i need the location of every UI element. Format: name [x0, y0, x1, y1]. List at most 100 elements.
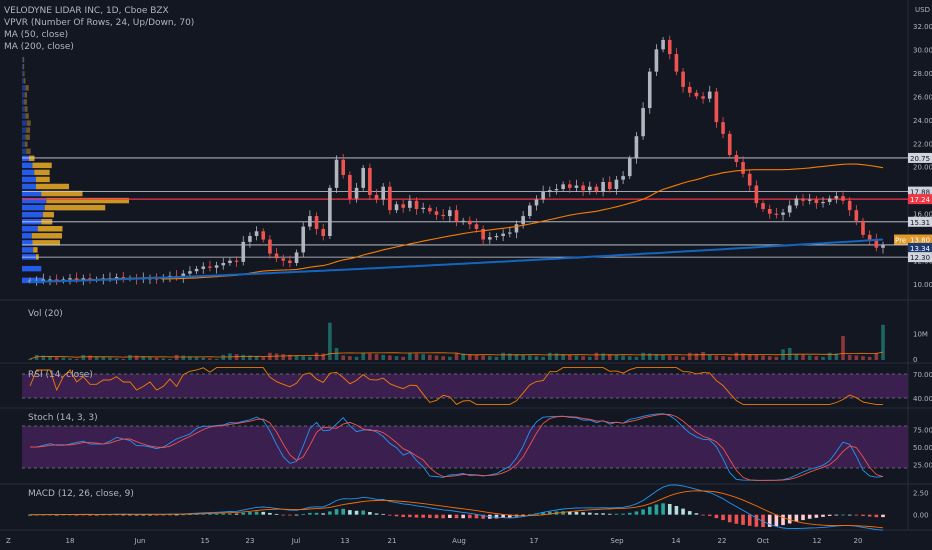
candle-body[interactable] [847, 200, 852, 211]
candle-body[interactable] [234, 260, 239, 262]
candle-body[interactable] [561, 184, 565, 190]
candle-body[interactable] [281, 258, 286, 261]
candle-body[interactable] [321, 228, 326, 236]
candle-body[interactable] [54, 279, 59, 281]
candle-body[interactable] [254, 231, 259, 236]
candle-body[interactable] [774, 213, 779, 215]
candle-body[interactable] [408, 200, 412, 208]
candle-body[interactable] [554, 189, 559, 191]
candle-body[interactable] [81, 278, 86, 280]
candle-body[interactable] [814, 199, 819, 204]
candle-body[interactable] [547, 190, 552, 192]
candle-body[interactable] [781, 212, 785, 215]
candle-body[interactable] [374, 194, 379, 200]
candle-body[interactable] [241, 241, 246, 262]
candle-body[interactable] [721, 122, 725, 134]
candle-body[interactable] [741, 162, 745, 174]
candle-body[interactable] [714, 91, 719, 123]
candle-body[interactable] [341, 159, 346, 175]
candle-body[interactable] [434, 211, 439, 215]
candle-body[interactable] [681, 71, 685, 87]
candle-body[interactable] [214, 265, 219, 268]
candle-body[interactable] [48, 279, 52, 281]
candle-body[interactable] [667, 39, 672, 55]
candle-body[interactable] [634, 136, 639, 159]
candle-body[interactable] [468, 220, 472, 225]
candle-body[interactable] [661, 39, 665, 50]
candle-body[interactable] [41, 279, 46, 281]
candle-body[interactable] [201, 266, 206, 269]
candle-body[interactable] [381, 186, 385, 200]
candle-body[interactable] [807, 199, 812, 201]
candle-body[interactable] [861, 220, 865, 235]
candle-body[interactable] [68, 278, 72, 280]
candle-body[interactable] [534, 199, 539, 206]
candle-body[interactable] [481, 228, 485, 240]
vpvr-legend[interactable]: VPVR (Number Of Rows, 24, Up/Down, 70) [4, 18, 195, 28]
candle-body[interactable] [528, 205, 532, 217]
candle-body[interactable] [594, 186, 599, 192]
candle-body[interactable] [274, 253, 279, 259]
candle-body[interactable] [694, 92, 699, 97]
candle-body[interactable] [228, 260, 232, 263]
candle-body[interactable] [521, 216, 525, 225]
candle-body[interactable] [208, 266, 212, 268]
candle-body[interactable] [794, 198, 799, 206]
candle-body[interactable] [394, 204, 399, 211]
candle-body[interactable] [761, 203, 765, 209]
candle-body[interactable] [867, 234, 872, 240]
candle-body[interactable] [674, 54, 679, 72]
candle-body[interactable] [754, 185, 759, 204]
candle-body[interactable] [627, 158, 632, 177]
candle-body[interactable] [727, 133, 732, 155]
candle-body[interactable] [454, 210, 459, 222]
candle-body[interactable] [707, 91, 712, 99]
candle-body[interactable] [494, 236, 499, 238]
candle-body[interactable] [654, 49, 659, 72]
candle-body[interactable] [607, 182, 612, 190]
candle-body[interactable] [647, 71, 652, 109]
candle-body[interactable] [567, 184, 572, 188]
candle-body[interactable] [541, 191, 545, 200]
candle-body[interactable] [587, 186, 592, 191]
candle-body[interactable] [581, 185, 585, 191]
candle-body[interactable] [767, 209, 772, 214]
candle-body[interactable] [621, 176, 625, 180]
candle-body[interactable] [301, 226, 306, 253]
candle-body[interactable] [334, 159, 339, 188]
candle-body[interactable] [854, 210, 859, 221]
candle-body[interactable] [747, 173, 752, 186]
candle-body[interactable] [314, 216, 319, 229]
candle-body[interactable] [821, 201, 825, 204]
candle-body[interactable] [641, 108, 645, 137]
candle-body[interactable] [248, 236, 252, 242]
candle-body[interactable] [734, 155, 739, 163]
candle-body[interactable] [88, 278, 92, 280]
candle-body[interactable] [328, 187, 332, 236]
candle-body[interactable] [288, 260, 292, 263]
candle-body[interactable] [348, 174, 352, 199]
candle-body[interactable] [388, 186, 392, 211]
candle-body[interactable] [601, 182, 605, 192]
candle-body[interactable] [801, 198, 805, 201]
candle-body[interactable] [841, 196, 845, 201]
candle-body[interactable] [428, 207, 432, 212]
candle-body[interactable] [294, 252, 299, 263]
candle-body[interactable] [827, 198, 832, 202]
candle-body[interactable] [787, 205, 792, 213]
candle-body[interactable] [461, 220, 465, 222]
candle-body[interactable] [194, 268, 199, 272]
candle-body[interactable] [221, 263, 226, 266]
candle-body[interactable] [474, 224, 479, 229]
candle-body[interactable] [687, 86, 692, 93]
candle-body[interactable] [74, 278, 79, 280]
candle-body[interactable] [881, 245, 885, 248]
ma50-line[interactable] [29, 163, 884, 283]
ma200-line[interactable] [29, 238, 884, 283]
candle-body[interactable] [834, 196, 839, 199]
symbol-title[interactable]: VELODYNE LIDAR INC, 1D, Cboe BZX [4, 6, 169, 16]
ma200-legend[interactable]: MA (200, close) [4, 42, 74, 52]
candle-body[interactable] [514, 224, 519, 233]
candle-body[interactable] [368, 167, 372, 195]
